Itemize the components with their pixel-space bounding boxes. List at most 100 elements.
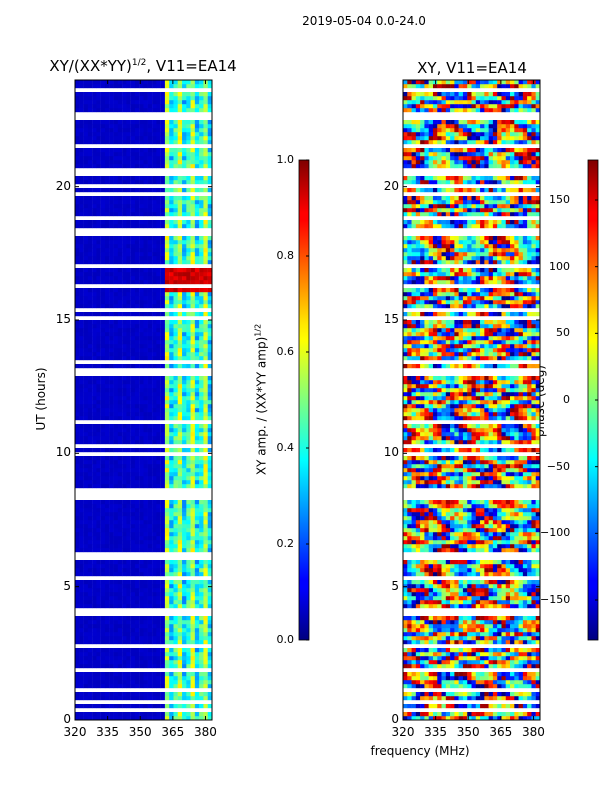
amp-cell [87, 536, 93, 541]
amp-cell [169, 440, 174, 445]
amp-gap-row [75, 644, 212, 648]
amp-cell [186, 684, 191, 689]
amp-cell [203, 676, 208, 681]
amp-cell [169, 392, 174, 397]
phase-cell [458, 616, 464, 621]
phase-cell [484, 584, 489, 589]
amp-cell [117, 480, 123, 485]
amp-cell [117, 288, 123, 293]
amp-cell [190, 628, 196, 633]
amp-cell [126, 92, 131, 97]
phase-cell [510, 652, 515, 657]
amp-cell [203, 156, 208, 161]
amp-cell [164, 268, 170, 273]
amp-cell [79, 412, 84, 417]
amp-cell [169, 152, 174, 157]
amp-cell [100, 128, 106, 133]
phase-cell [454, 656, 459, 661]
phase-cell [424, 572, 429, 577]
amp-cell [152, 152, 157, 157]
amp-cell [173, 568, 178, 573]
amp-cell [117, 456, 123, 461]
amp-cell [100, 280, 106, 285]
amp-cell [122, 468, 127, 473]
amp-cell [96, 352, 101, 357]
amp-cell [203, 460, 208, 465]
amp-cell [203, 500, 208, 505]
amp-cell [122, 592, 127, 597]
amp-cell [134, 604, 140, 609]
amp-cell [92, 224, 97, 229]
amp-cell [207, 132, 213, 137]
amp-cell [147, 224, 153, 229]
amp-cell [190, 324, 196, 329]
phase-cell [510, 580, 515, 585]
amp-cell [126, 132, 131, 137]
amp-cell [92, 108, 97, 113]
amp-cell [147, 500, 153, 505]
amp-cell [203, 280, 208, 285]
amp-cell [87, 620, 93, 625]
amp-cell [207, 164, 213, 169]
amp-cell [186, 580, 191, 585]
amp-cell [117, 188, 123, 193]
amp-cell [109, 664, 114, 669]
amp-cell [203, 276, 208, 281]
phase-cell [458, 656, 464, 661]
amp-cell [87, 188, 93, 193]
amp-cell [160, 416, 166, 421]
amp-cell [190, 304, 196, 309]
amp-cell [75, 352, 80, 357]
amp-cell [96, 472, 101, 477]
amp-cell [117, 624, 123, 629]
amp-cell [96, 544, 101, 549]
phase-cell [411, 596, 417, 601]
phase-cell [441, 592, 447, 597]
amp-cell [190, 476, 196, 481]
amp-cell [83, 604, 89, 609]
amp-cell [126, 548, 131, 553]
amp-cell [122, 596, 127, 601]
amp-cell [126, 592, 131, 597]
amp-cell [96, 384, 101, 389]
phase-cell [415, 572, 421, 577]
amp-cell [92, 596, 97, 601]
amp-cell [207, 392, 213, 397]
amp-cell [79, 480, 84, 485]
amp-cell [104, 328, 110, 333]
amp-cell [199, 164, 204, 169]
amp-cell [113, 84, 119, 89]
amp-cell [186, 180, 191, 185]
phase-gap-row [403, 708, 540, 712]
phase-cell [432, 620, 438, 625]
amp-cell [109, 404, 114, 409]
amp-cell [164, 476, 170, 481]
amp-cell [152, 408, 157, 413]
amp-cell [134, 568, 140, 573]
amp-cell [186, 104, 191, 109]
amp-cell [152, 684, 157, 689]
amp-cell [113, 120, 119, 125]
amp-cell [156, 580, 161, 585]
amp-cell [92, 300, 97, 305]
amp-cell [173, 624, 178, 629]
phase-cell [411, 692, 417, 697]
amp-cell [139, 540, 144, 545]
amp-cell [79, 464, 84, 469]
amp-cell [186, 128, 191, 133]
phase-cell [420, 628, 425, 633]
amp-cell [96, 200, 101, 205]
amp-cell [190, 620, 196, 625]
phase-cell [458, 660, 464, 665]
amp-cell [160, 236, 166, 241]
amp-cell [173, 532, 178, 537]
amp-cell [203, 196, 208, 201]
amp-cell [139, 636, 144, 641]
phase-cell [420, 656, 425, 661]
amp-cell [126, 636, 131, 641]
amp-cell [117, 300, 123, 305]
amp-cell [182, 564, 187, 569]
amp-cell [87, 176, 93, 181]
phase-cell [471, 628, 476, 633]
amp-cell [100, 664, 106, 669]
